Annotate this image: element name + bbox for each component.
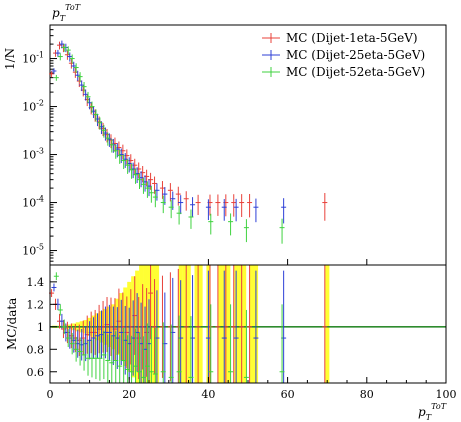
ratio-y-tick-label-2: 1 xyxy=(37,321,44,334)
ratio-y-tick-label-1: 0.8 xyxy=(27,343,45,356)
distribution-panel: 10-5 10-4 10-3 10-2 10-1 xyxy=(22,24,447,266)
x-axis: 0 20 40 60 80 100 xyxy=(47,259,457,401)
legend: MC (Dijet-1eta-5GeV) MC (Dijet-25eta-5GeV… xyxy=(262,31,425,79)
band-bin xyxy=(194,265,199,383)
band-bin xyxy=(182,265,187,383)
band-bin xyxy=(218,265,223,383)
x-tick-label-2: 40 xyxy=(201,388,215,401)
ratio-panel: 0.6 0.8 1 1.2 1.4 0 20 40 60 80 100 xyxy=(27,259,457,401)
legend-label-dijet_52eta_5gev: MC (Dijet-52eta-5GeV) xyxy=(286,65,425,79)
x-tick-label-1: 20 xyxy=(122,388,136,401)
ratio-y-axis-label: MC/data xyxy=(5,298,19,350)
band-bin xyxy=(226,265,231,383)
ratio-y-tick-label-3: 1.2 xyxy=(27,298,45,311)
band-bin xyxy=(150,265,156,383)
top-y-tick-label-1: 10-4 xyxy=(22,195,44,210)
band-bin xyxy=(186,265,191,383)
ratio-y-tick-label-0: 0.6 xyxy=(27,366,45,379)
band-bin xyxy=(249,265,255,383)
chart-title: pTToT xyxy=(52,3,81,23)
x-tick-label-4: 80 xyxy=(360,388,374,401)
top-y-tick-label-3: 10-2 xyxy=(22,99,44,114)
legend-label-dijet_1eta_5gev: MC (Dijet-1eta-5GeV) xyxy=(286,31,418,45)
ratio-y-axis: 0.6 0.8 1 1.2 1.4 xyxy=(27,276,57,379)
legend-label-dijet_25eta_5gev: MC (Dijet-25eta-5GeV) xyxy=(286,48,425,62)
x-axis-label: pTToT xyxy=(418,402,447,422)
band-bin xyxy=(242,265,247,383)
top-y-tick-label-0: 10-5 xyxy=(22,243,44,258)
ratio-data-marks xyxy=(49,265,328,383)
top-y-tick-label-4: 10-1 xyxy=(22,51,44,66)
top-y-axis-label: 1/N xyxy=(3,48,17,70)
ratio-y-tick-label-4: 1.4 xyxy=(27,276,45,289)
band-bin xyxy=(325,265,330,383)
x-tick-label-3: 60 xyxy=(281,388,295,401)
band-bin xyxy=(238,265,243,383)
band-bin xyxy=(198,265,203,383)
top-y-axis: 10-5 10-4 10-3 10-2 10-1 xyxy=(22,24,57,266)
x-tick-label-5: 100 xyxy=(436,388,457,401)
top-data-marks xyxy=(49,40,328,244)
x-tick-label-0: 0 xyxy=(47,388,54,401)
top-y-tick-label-2: 10-3 xyxy=(22,147,44,162)
